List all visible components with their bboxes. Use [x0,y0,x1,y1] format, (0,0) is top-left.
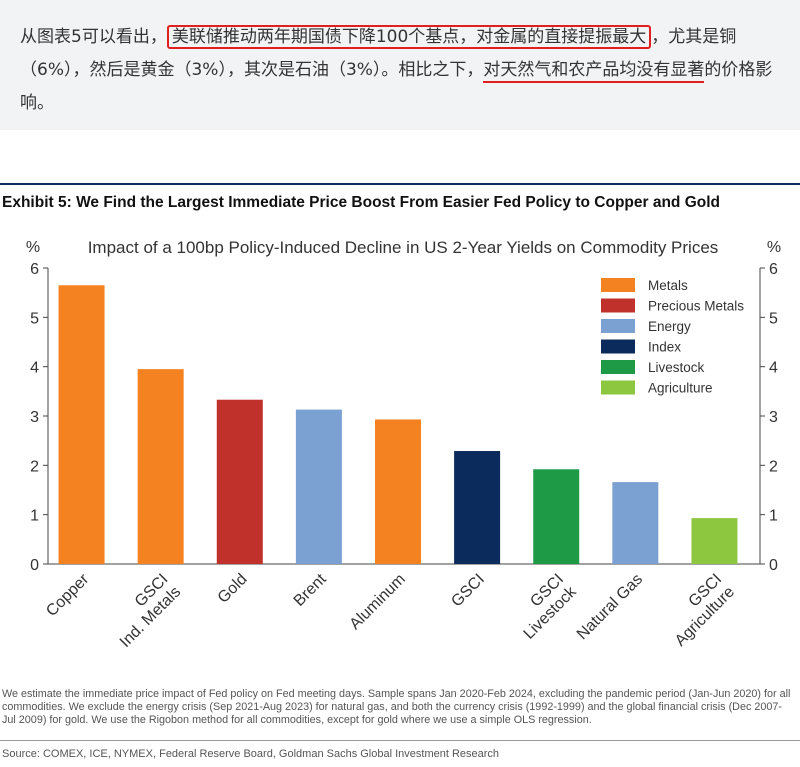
bar-4 [295,409,342,564]
source-rule [0,740,800,741]
legend-swatch [601,339,635,354]
y-tick-label-left: 0 [30,557,39,574]
bar-9 [691,518,738,564]
bar-1 [58,285,105,564]
y-tick-label-left: 2 [30,458,39,475]
y-tick-label-right: 4 [769,360,778,377]
x-tick-label: Gold [215,571,251,607]
legend-label: Index [648,340,681,355]
x-tick-label: Natural Gas [574,571,646,643]
highlight-box-text: 美联储推动两年期国债下降100个基点，对金属的直接提振最大 [166,25,652,49]
underlined-text: 对天然气和农产品均没有显著 [483,60,705,83]
y-axis-label-right: % [767,239,781,256]
bar-2 [137,369,184,564]
x-tick-label-line: Natural Gas [574,571,646,643]
y-tick-label-left: 4 [30,360,39,377]
article-text-1: 从图表5可以看出， [20,27,167,47]
bar-7 [533,469,580,564]
x-tick-label: GSCILivestock [508,570,581,643]
x-tick-label-line: Aluminum [347,571,409,633]
article-paragraph: 从图表5可以看出， 美联储推动两年期国债下降100个基点，对金属的直接提振最大 ，尤… [20,21,790,120]
legend-label: Energy [648,319,691,334]
exhibit-title: Exhibit 5: We Find the Largest Immediate… [2,194,721,211]
legend-swatch [601,278,635,292]
y-tick-label-left: 3 [30,409,39,426]
x-tick-label: Aluminum [347,571,409,633]
exhibit-top-rule [0,183,800,185]
legend-label: Precious Metals [648,299,744,314]
y-tick-label-right: 1 [769,508,778,525]
article-excerpt: 从图表5可以看出， 美联储推动两年期国债下降100个基点，对金属的直接提振最大 ，尤… [0,0,800,130]
bar-8 [612,482,659,564]
chart-footnote: We estimate the immediate price impact o… [2,688,791,726]
legend-swatch [601,380,635,395]
article-text-2: ，尤其是铜（6%），然后是黄金（3%），其次是石油（3%）。相比之下， [20,27,737,80]
x-tick-label-line: GSCI [448,571,488,611]
x-tick-label: Copper [43,570,93,620]
bar-6 [454,451,501,564]
chart-source: Source: COMEX, ICE, NYMEX, Federal Reser… [2,748,500,760]
bar-5 [375,419,421,564]
y-tick-label-left: 5 [30,310,39,327]
x-tick-label-line: Gold [215,571,251,607]
x-tick-label: GSCIAgriculture [659,571,738,650]
x-tick-label-line: Brent [291,570,330,609]
legend-swatch [601,319,635,333]
y-tick-label-left: 1 [30,508,39,525]
y-tick-label-right: 2 [769,458,778,475]
bar-3 [216,399,263,564]
x-tick-label-line: Copper [43,570,93,620]
y-tick-label-right: 0 [769,557,778,574]
x-tick-label: Brent [291,570,330,609]
legend-label: Agriculture [648,381,713,396]
chart-title: Impact of a 100bp Policy-Induced Decline… [88,238,719,257]
y-tick-label-left: 6 [30,261,39,278]
y-tick-label-right: 5 [769,310,778,327]
x-tick-label: GSCIInd. Metals [104,571,184,651]
legend-swatch [601,360,635,374]
article-text-3: 的价格影响。 [20,60,773,113]
y-tick-label-right: 6 [769,261,778,278]
bar-chart: Impact of a 100bp Policy-Induced Decline… [26,238,781,651]
y-tick-label-right: 3 [769,409,778,426]
y-axis-label-left: % [26,239,40,256]
legend-label: Livestock [648,360,705,375]
legend-swatch [601,298,635,313]
legend-label: Metals [648,278,688,293]
x-tick-label: GSCI [448,571,488,611]
